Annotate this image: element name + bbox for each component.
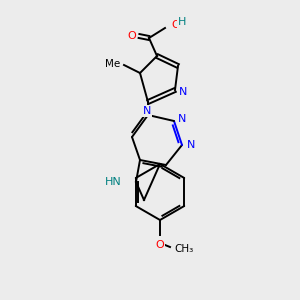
Text: CH₃: CH₃ [174,244,193,254]
Text: Me: Me [105,59,120,69]
Text: O: O [156,240,164,250]
Text: N: N [187,140,195,150]
Text: HN: HN [105,177,122,187]
Text: O: O [171,20,180,30]
Text: N: N [179,87,188,97]
Text: O: O [127,31,136,41]
Text: N: N [178,114,186,124]
Text: H: H [178,17,186,27]
Text: N: N [143,106,151,116]
